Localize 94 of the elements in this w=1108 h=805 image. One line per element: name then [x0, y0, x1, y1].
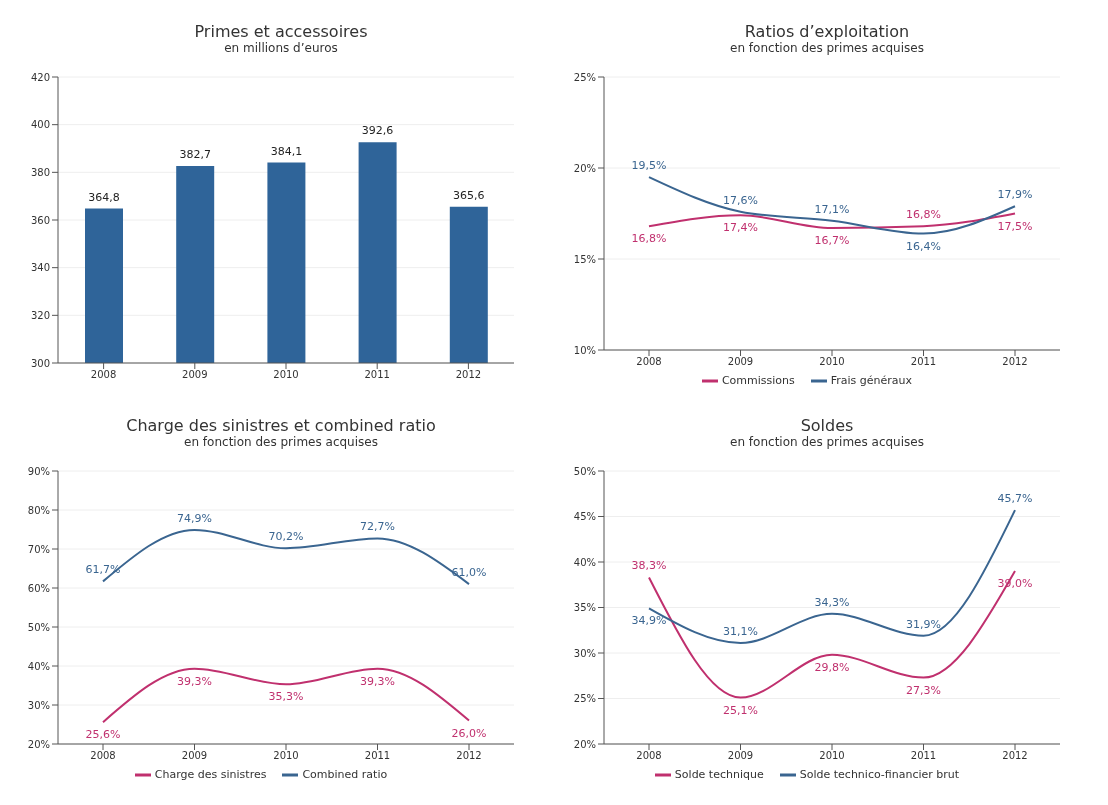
data-label: 365,6: [453, 188, 485, 202]
data-label: 16,8%: [631, 232, 667, 246]
y-tick-label: 70%: [27, 543, 50, 555]
data-label: 35,3%: [268, 690, 304, 704]
data-label: 364,8: [88, 190, 120, 204]
y-tick-label: 35%: [573, 602, 596, 614]
line-series: [102, 667, 470, 724]
y-tick-label: 420: [30, 71, 50, 83]
x-tick-label: 2009: [727, 356, 754, 368]
y-tick-label: 340: [30, 262, 50, 274]
chart-subtitle: en millions d’euros: [223, 41, 339, 55]
data-label: 26,0%: [451, 726, 487, 740]
x-tick-label: 2010: [273, 750, 299, 762]
x-tick-label: 2008: [636, 356, 662, 368]
y-tick-label: 45%: [573, 511, 596, 523]
x-tick-label: 2010: [819, 356, 845, 368]
x-tick-label: 2012: [1002, 750, 1028, 762]
data-label: 38,3%: [631, 559, 667, 573]
data-label: 70,2%: [268, 530, 304, 544]
legend-label: Solde technico-financier brut: [798, 768, 960, 781]
legend-label: Solde technique: [673, 768, 764, 781]
data-label: 17,9%: [997, 188, 1033, 202]
data-label: 19,5%: [631, 159, 667, 173]
y-tick-label: 400: [30, 119, 50, 131]
y-tick-label: 30%: [573, 647, 596, 659]
y-tick-label: 25%: [573, 693, 596, 705]
x-tick-label: 2008: [90, 750, 116, 762]
y-tick-label: 20%: [27, 738, 50, 750]
data-label: 16,4%: [906, 239, 941, 253]
data-label: 31,1%: [723, 624, 758, 638]
x-tick-label: 2012: [456, 750, 482, 762]
y-tick-label: 20%: [573, 738, 596, 750]
legend-label: Frais généraux: [829, 374, 913, 387]
data-label: 31,9%: [906, 617, 941, 631]
x-tick-label: 2011: [910, 356, 937, 368]
legend-label: Commissions: [720, 374, 795, 387]
x-tick-label: 2010: [819, 750, 845, 762]
x-tick-label: 2009: [181, 750, 208, 762]
x-tick-label: 2012: [1002, 356, 1028, 368]
data-label: 25,1%: [723, 703, 758, 717]
legend-label: Charge des sinistres: [153, 768, 267, 781]
y-tick-label: 90%: [27, 465, 50, 477]
chart-title: Charge des sinistres et combined ratio: [125, 416, 437, 435]
chart-title: Soldes: [799, 416, 855, 435]
x-tick-label: 2010: [273, 369, 299, 381]
y-tick-label: 25%: [573, 71, 596, 83]
x-tick-label: 2011: [364, 369, 390, 381]
data-label: 74,9%: [177, 511, 212, 525]
chart-subtitle: en fonction des primes acquises: [729, 41, 925, 55]
data-label: 16,8%: [906, 208, 941, 222]
data-label: 45,7%: [997, 492, 1033, 506]
data-label: 34,9%: [631, 614, 667, 628]
data-label: 17,5%: [997, 219, 1033, 233]
data-label: 61,0%: [451, 566, 487, 580]
data-label: 392,6: [361, 124, 394, 138]
chart-subtitle: en fonction des primes acquises: [729, 435, 925, 449]
y-tick-label: 300: [30, 357, 50, 369]
x-tick-label: 2008: [90, 369, 117, 381]
data-label: 29,8%: [814, 660, 850, 674]
x-tick-label: 2009: [727, 750, 754, 762]
y-tick-label: 80%: [27, 504, 50, 516]
y-tick-label: 40%: [27, 660, 50, 672]
chart-subtitle: en fonction des primes acquises: [183, 435, 379, 449]
y-tick-label: 15%: [573, 253, 596, 265]
y-tick-label: 320: [30, 309, 50, 321]
data-label: 27,3%: [906, 683, 941, 697]
y-tick-label: 50%: [573, 465, 596, 477]
data-label: 25,6%: [85, 728, 121, 742]
x-tick-label: 2011: [364, 750, 391, 762]
y-tick-label: 380: [30, 166, 50, 178]
data-label: 72,7%: [360, 520, 395, 534]
data-label: 17,6%: [723, 193, 758, 207]
x-tick-label: 2009: [182, 369, 208, 381]
chart-title: Ratios d’exploitation: [743, 22, 911, 41]
y-tick-label: 30%: [27, 699, 50, 711]
x-tick-label: 2012: [455, 369, 482, 381]
y-tick-label: 40%: [573, 556, 596, 568]
y-tick-label: 360: [30, 214, 50, 226]
data-label: 34,3%: [814, 595, 850, 609]
y-tick-label: 10%: [573, 344, 596, 356]
y-tick-label: 20%: [573, 162, 596, 174]
data-label: 39,3%: [360, 674, 395, 688]
data-label: 382,7: [179, 147, 211, 161]
x-tick-label: 2008: [636, 750, 662, 762]
data-label: 39,3%: [177, 674, 212, 688]
legend-label: Combined ratio: [301, 768, 388, 781]
data-label: 384,1: [270, 144, 303, 158]
data-label: 16,7%: [814, 234, 850, 248]
data-label: 17,1%: [814, 202, 850, 216]
y-tick-label: 60%: [27, 582, 50, 594]
data-label: 17,4%: [723, 221, 758, 235]
y-tick-label: 50%: [27, 621, 50, 633]
x-tick-label: 2011: [910, 750, 937, 762]
chart-title: Primes et accessoires: [193, 22, 369, 41]
